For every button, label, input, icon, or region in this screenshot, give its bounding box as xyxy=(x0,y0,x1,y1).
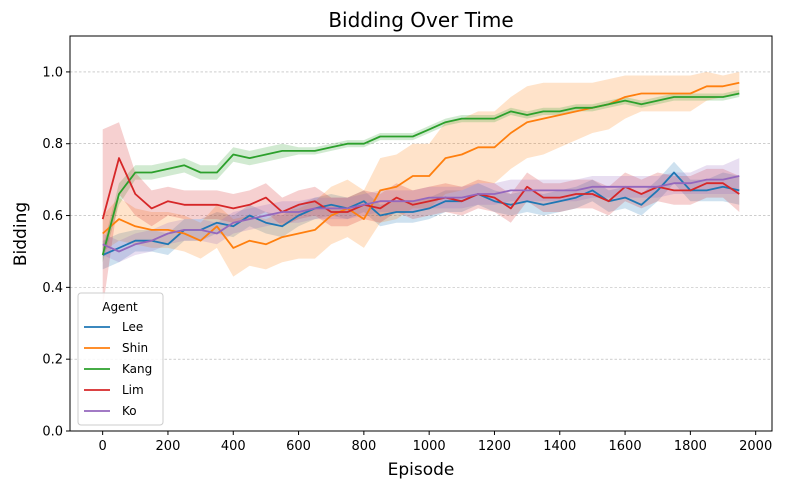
legend-box xyxy=(77,292,164,426)
legend-item-ko: Ko xyxy=(84,404,137,418)
legend-items: Lee Shin Kang Lim Ko xyxy=(84,320,152,418)
y-tick-label: 0.4 xyxy=(42,281,63,296)
series-line-ko xyxy=(102,175,740,253)
x-tick-label: 800 xyxy=(351,439,376,454)
series-line-lim xyxy=(101,157,740,220)
y-tick-label: 0.2 xyxy=(42,353,63,368)
legend-item-kang: Kang xyxy=(84,362,152,376)
legend-label: Ko xyxy=(122,404,137,418)
series-line-kang xyxy=(101,92,740,256)
legend-title: Agent xyxy=(102,300,138,314)
chart-title: Bidding Over Time xyxy=(328,8,513,32)
series-line-shin xyxy=(102,81,740,249)
x-tick-label: 1800 xyxy=(674,439,707,454)
x-tick-label: 1400 xyxy=(543,439,576,454)
legend-label: Shin xyxy=(122,341,148,355)
x-tick-label: 1000 xyxy=(413,439,446,454)
series-line-lee xyxy=(102,171,740,256)
plot-frame xyxy=(69,35,773,432)
y-tick-label: 0.0 xyxy=(42,425,63,440)
y-tick-label: 0.8 xyxy=(42,137,63,152)
legend-label: Lee xyxy=(122,320,143,334)
y-tick-label: 1.0 xyxy=(42,65,63,80)
x-tick-label: 600 xyxy=(286,439,311,454)
band-shin xyxy=(102,71,740,277)
y-axis-ticks: 0.0 0.2 0.4 0.6 0.8 1.0 xyxy=(42,65,70,440)
series-lines xyxy=(101,81,740,256)
legend-label: Kang xyxy=(122,362,152,376)
x-tick-label: 1600 xyxy=(609,439,642,454)
x-tick-label: 1200 xyxy=(478,439,511,454)
y-tick-label: 0.6 xyxy=(42,209,63,224)
y-axis-label: Bidding xyxy=(11,202,31,266)
x-axis-label: Episode xyxy=(388,460,455,480)
legend-item-lee: Lee xyxy=(84,320,143,334)
legend-item-shin: Shin xyxy=(84,341,148,355)
x-axis-ticks: 0 200 400 600 800 1000 1200 1400 1600 1800 2000 xyxy=(99,431,772,454)
band-lim xyxy=(102,122,740,309)
legend-item-lim: Lim xyxy=(84,383,144,397)
x-tick-label: 2000 xyxy=(739,439,772,454)
x-tick-label: 0 xyxy=(99,439,107,454)
legend-label: Lim xyxy=(122,383,144,397)
legend: Agent Lee Shin Kang Lim Ko xyxy=(77,292,164,426)
x-tick-label: 200 xyxy=(156,439,181,454)
x-tick-label: 400 xyxy=(221,439,246,454)
